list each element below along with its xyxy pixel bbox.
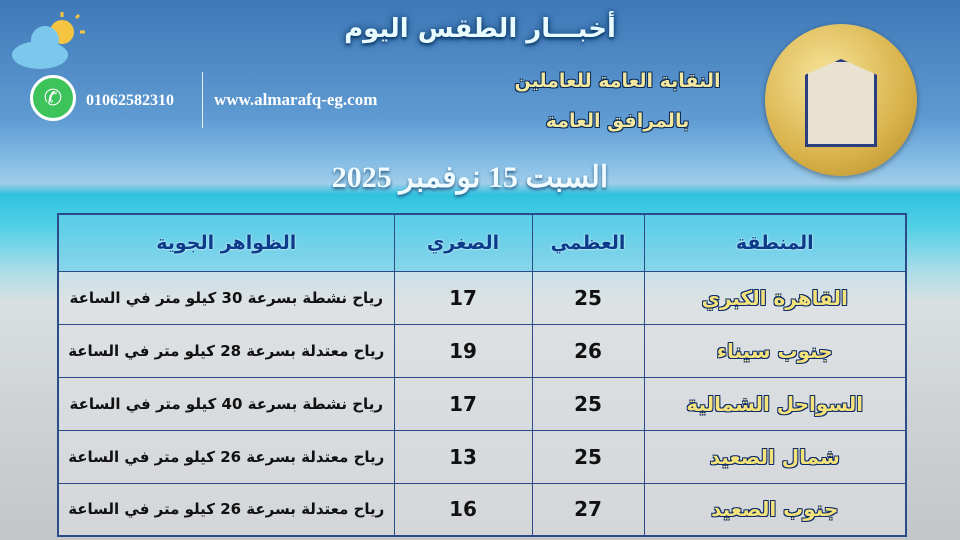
phenomena-cell: رياح معتدلة بسرعة 26 كيلو متر في الساعة bbox=[57, 429, 395, 484]
min-temp-cell: 16 bbox=[393, 482, 533, 537]
sun-cloud-icon bbox=[10, 10, 85, 70]
whatsapp-icon: ✆ bbox=[30, 75, 76, 121]
header-phenomena: الظواهر الجوية bbox=[57, 213, 395, 272]
org-name-line2: بالمرافق العامة bbox=[545, 110, 690, 132]
max-temp-cell: 26 bbox=[531, 323, 645, 378]
header-max: العظمي bbox=[531, 213, 645, 272]
date-heading: السبت 15 نوفمبر 2025 bbox=[331, 161, 609, 194]
phone-number: 01062582310 bbox=[86, 92, 174, 109]
min-temp-cell: 19 bbox=[393, 323, 533, 378]
region-cell: القاهرة الكبري bbox=[643, 270, 907, 325]
max-temp-cell: 25 bbox=[531, 270, 645, 325]
union-logo bbox=[765, 24, 917, 176]
phenomena-cell: رياح نشطة بسرعة 40 كيلو متر في الساعة bbox=[57, 376, 395, 431]
region-cell: جنوب الصعيد bbox=[643, 482, 907, 537]
table-row: السواحل الشمالية 25 17 رياح نشطة بسرعة 40 ك… bbox=[57, 376, 907, 431]
phenomena-cell: رياح معتدلة بسرعة 26 كيلو متر في الساعة bbox=[57, 482, 395, 537]
page-title: أخبـــار الطقس اليوم bbox=[344, 14, 616, 44]
weather-table: المنطقة العظمي الصغري الظواهر الجوية الق… bbox=[57, 213, 907, 537]
emblem-shield bbox=[805, 59, 877, 147]
header-region: المنطقة bbox=[643, 213, 907, 272]
table-row: القاهرة الكبري 25 17 رياح نشطة بسرعة 30 كيل… bbox=[57, 270, 907, 325]
website-link[interactable]: www.almarafq-eg.com bbox=[214, 90, 378, 109]
region-cell: شمال الصعيد bbox=[643, 429, 907, 484]
region-cell: السواحل الشمالية bbox=[643, 376, 907, 431]
max-temp-cell: 27 bbox=[531, 482, 645, 537]
table-row: جنوب الصعيد 27 16 رياح معتدلة بسرعة 26 كيلو… bbox=[57, 482, 907, 537]
phenomena-cell: رياح نشطة بسرعة 30 كيلو متر في الساعة bbox=[57, 270, 395, 325]
region-cell: جنوب سيناء bbox=[643, 323, 907, 378]
phenomena-cell: رياح معتدلة بسرعة 28 كيلو متر في الساعة bbox=[57, 323, 395, 378]
divider bbox=[202, 72, 203, 128]
max-temp-cell: 25 bbox=[531, 376, 645, 431]
header-min: الصغري bbox=[393, 213, 533, 272]
min-temp-cell: 17 bbox=[393, 376, 533, 431]
org-name-line1: النقابة العامة للعاملين bbox=[514, 70, 721, 92]
max-temp-cell: 25 bbox=[531, 429, 645, 484]
min-temp-cell: 13 bbox=[393, 429, 533, 484]
table-row: جنوب سيناء 26 19 رياح معتدلة بسرعة 28 كيلو … bbox=[57, 323, 907, 378]
min-temp-cell: 17 bbox=[393, 270, 533, 325]
table-row: شمال الصعيد 25 13 رياح معتدلة بسرعة 26 كيلو… bbox=[57, 429, 907, 484]
